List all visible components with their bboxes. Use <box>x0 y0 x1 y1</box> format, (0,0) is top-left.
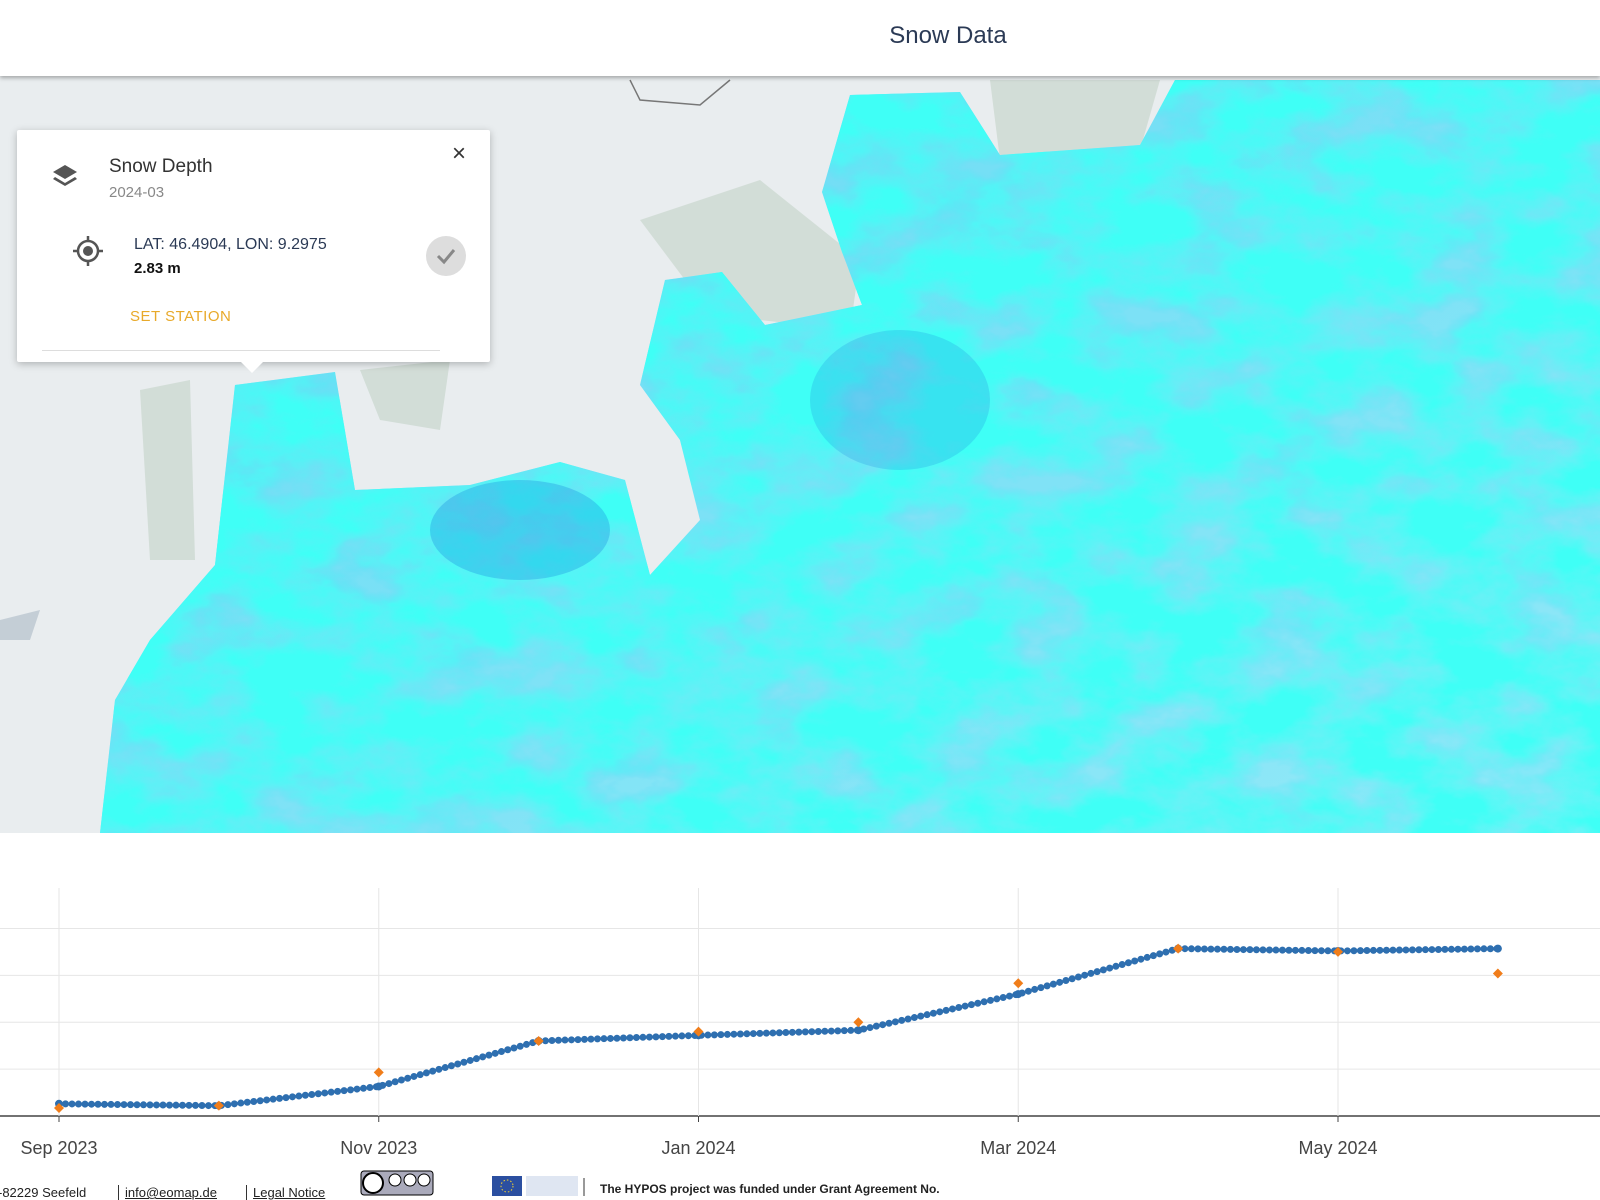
cc-badge <box>360 1170 434 1196</box>
page-title: Snow Data <box>889 22 1007 49</box>
email-link[interactable]: info@eomap.de <box>118 1185 217 1200</box>
station-point <box>54 1103 64 1114</box>
x-tick-label: Sep 2023 <box>20 1138 97 1158</box>
layer-date: 2024-03 <box>109 184 165 201</box>
funding-note: The HYPOS project was funded under Grant… <box>600 1182 940 1196</box>
station-point <box>1013 978 1024 989</box>
station-point <box>1333 946 1343 957</box>
layer-title: Snow Depth <box>109 156 213 177</box>
station-point <box>1173 943 1184 954</box>
station-point <box>853 1017 864 1028</box>
address: -82229 Seefeld <box>0 1185 87 1200</box>
x-tick-label: Jan 2024 <box>661 1138 735 1158</box>
confirm-button[interactable] <box>424 234 468 278</box>
layers-icon <box>53 165 77 186</box>
x-tick-label: Mar 2024 <box>980 1138 1056 1158</box>
legal-link[interactable]: Legal Notice <box>246 1185 325 1200</box>
depth-point <box>374 1082 383 1091</box>
station-point <box>693 1026 704 1037</box>
header: Snow Data <box>0 0 1600 76</box>
station-point <box>373 1067 384 1078</box>
location-icon <box>73 236 103 266</box>
chart: Sep 2023 Nov 2023 Jan 2024 Mar 2024 May 2024 <box>0 888 1600 1158</box>
popup-pointer <box>240 361 264 373</box>
station-point <box>533 1035 544 1046</box>
x-tick-label: Nov 2023 <box>340 1138 417 1158</box>
depth-point <box>854 1026 863 1035</box>
depth-point <box>1014 990 1023 999</box>
close-button[interactable]: × <box>452 140 467 167</box>
snow-depth-value: 2.83 m <box>134 260 181 277</box>
divider <box>42 350 440 351</box>
footer: -82229 Seefeld info@eomap.de Legal Notic… <box>0 1170 1600 1200</box>
x-tick-label: May 2024 <box>1298 1138 1377 1158</box>
station-point <box>1492 968 1503 979</box>
eu-logo <box>492 1176 585 1196</box>
station-point <box>213 1100 224 1111</box>
depth-track <box>55 945 1502 1110</box>
set-station-button[interactable]: SET STATION <box>130 308 232 325</box>
depth-point <box>1493 944 1502 953</box>
info-popup: Snow Depth 2024-03 × LAT: 46.4904, LON: … <box>17 130 490 362</box>
coordinates: LAT: 46.4904, LON: 9.2975 <box>134 236 327 253</box>
